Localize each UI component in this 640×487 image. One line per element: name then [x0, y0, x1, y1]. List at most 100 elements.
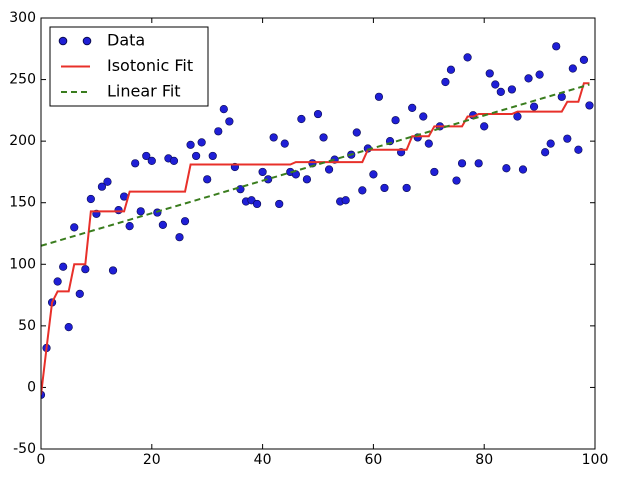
data-point: [70, 223, 79, 232]
data-point: [585, 101, 594, 110]
data-point: [81, 265, 90, 274]
data-point: [496, 87, 505, 96]
data-point: [374, 92, 384, 101]
data-point: [502, 164, 511, 173]
data-point: [86, 194, 95, 204]
data-point: [53, 277, 62, 286]
data-point: [214, 127, 223, 136]
data-point: [518, 165, 528, 174]
x-tick-label: 40: [254, 452, 272, 468]
data-point: [108, 266, 118, 275]
data-point: [319, 133, 328, 142]
data-point: [147, 156, 156, 165]
data-point: [280, 139, 289, 148]
y-tick-label: 100: [9, 256, 36, 272]
data-point: [59, 262, 68, 271]
data-point: [175, 233, 184, 242]
data-point: [275, 199, 284, 209]
data-point: [430, 167, 439, 177]
data-point: [446, 65, 456, 74]
legend-label: Data: [107, 31, 145, 50]
data-point: [408, 103, 417, 112]
data-point: [158, 220, 167, 229]
y-tick-label: 150: [9, 195, 36, 211]
legend: Data Isotonic Fit Linear Fit: [49, 26, 209, 107]
data-point: [507, 85, 517, 94]
data-point: [424, 139, 433, 148]
data-point: [485, 69, 494, 78]
data-point: [186, 140, 195, 149]
data-point: [391, 116, 400, 125]
data-point: [208, 151, 217, 161]
data-point: [369, 170, 378, 179]
data-point: [97, 182, 107, 191]
data-point: [441, 77, 450, 87]
data-point: [125, 222, 134, 231]
data-point: [324, 165, 334, 174]
data-point: [197, 138, 206, 147]
data-point: [574, 145, 583, 154]
data-point: [419, 112, 428, 121]
data-point: [463, 53, 472, 62]
legend-label: Linear Fit: [107, 82, 181, 101]
legend-marker: [58, 36, 68, 46]
data-point: [302, 175, 312, 184]
y-tick-label: 200: [9, 133, 36, 149]
data-point: [557, 92, 566, 101]
data-point: [258, 167, 267, 177]
data-point: [513, 112, 522, 121]
data-point: [474, 159, 483, 168]
x-tick-label: 80: [475, 452, 493, 468]
data-point: [546, 139, 555, 148]
data-point: [568, 64, 577, 73]
y-tick-label: 0: [27, 379, 36, 395]
data-point: [169, 156, 179, 165]
plot-frame: [40, 17, 596, 450]
data-point: [219, 105, 228, 114]
x-tick-label: 0: [37, 452, 46, 468]
y-tick-label: 250: [9, 72, 36, 88]
data-point: [136, 207, 145, 216]
y-tick-label: 50: [18, 318, 36, 334]
data-point: [114, 206, 123, 215]
x-tick-label: 100: [582, 452, 609, 468]
data-point: [269, 133, 278, 142]
data-point: [524, 74, 533, 83]
data-point: [192, 151, 201, 161]
x-tick-label: 20: [143, 452, 161, 468]
data-point: [541, 148, 550, 157]
data-point: [103, 177, 112, 186]
y-tick-label: -50: [13, 441, 36, 457]
fit-line: [41, 83, 590, 247]
x-tick-label: 60: [364, 452, 382, 468]
legend-label: Isotonic Fit: [107, 56, 193, 75]
data-point: [352, 128, 361, 137]
plot-marks: [41, 42, 594, 399]
y-tick-label: 300: [9, 10, 36, 26]
data-point: [180, 217, 190, 226]
data-point: [203, 175, 212, 184]
data-point: [64, 322, 73, 332]
data-point: [452, 176, 461, 185]
data-point: [457, 159, 467, 168]
data-point: [341, 196, 350, 205]
data-point: [480, 122, 489, 131]
data-point: [579, 55, 589, 64]
data-point: [491, 80, 500, 89]
data-point: [402, 183, 411, 193]
data-point: [380, 183, 389, 193]
fit-line: [41, 82, 590, 395]
data-point: [535, 70, 544, 79]
legend-marker: [82, 36, 92, 46]
data-point: [529, 102, 539, 111]
data-point: [313, 109, 323, 119]
data-point: [142, 151, 151, 161]
data-point: [297, 114, 306, 124]
data-point: [225, 117, 234, 126]
data-point: [552, 42, 561, 51]
data-point: [563, 134, 572, 143]
data-point: [75, 289, 84, 298]
data-point: [131, 159, 140, 168]
data-point: [252, 199, 262, 209]
